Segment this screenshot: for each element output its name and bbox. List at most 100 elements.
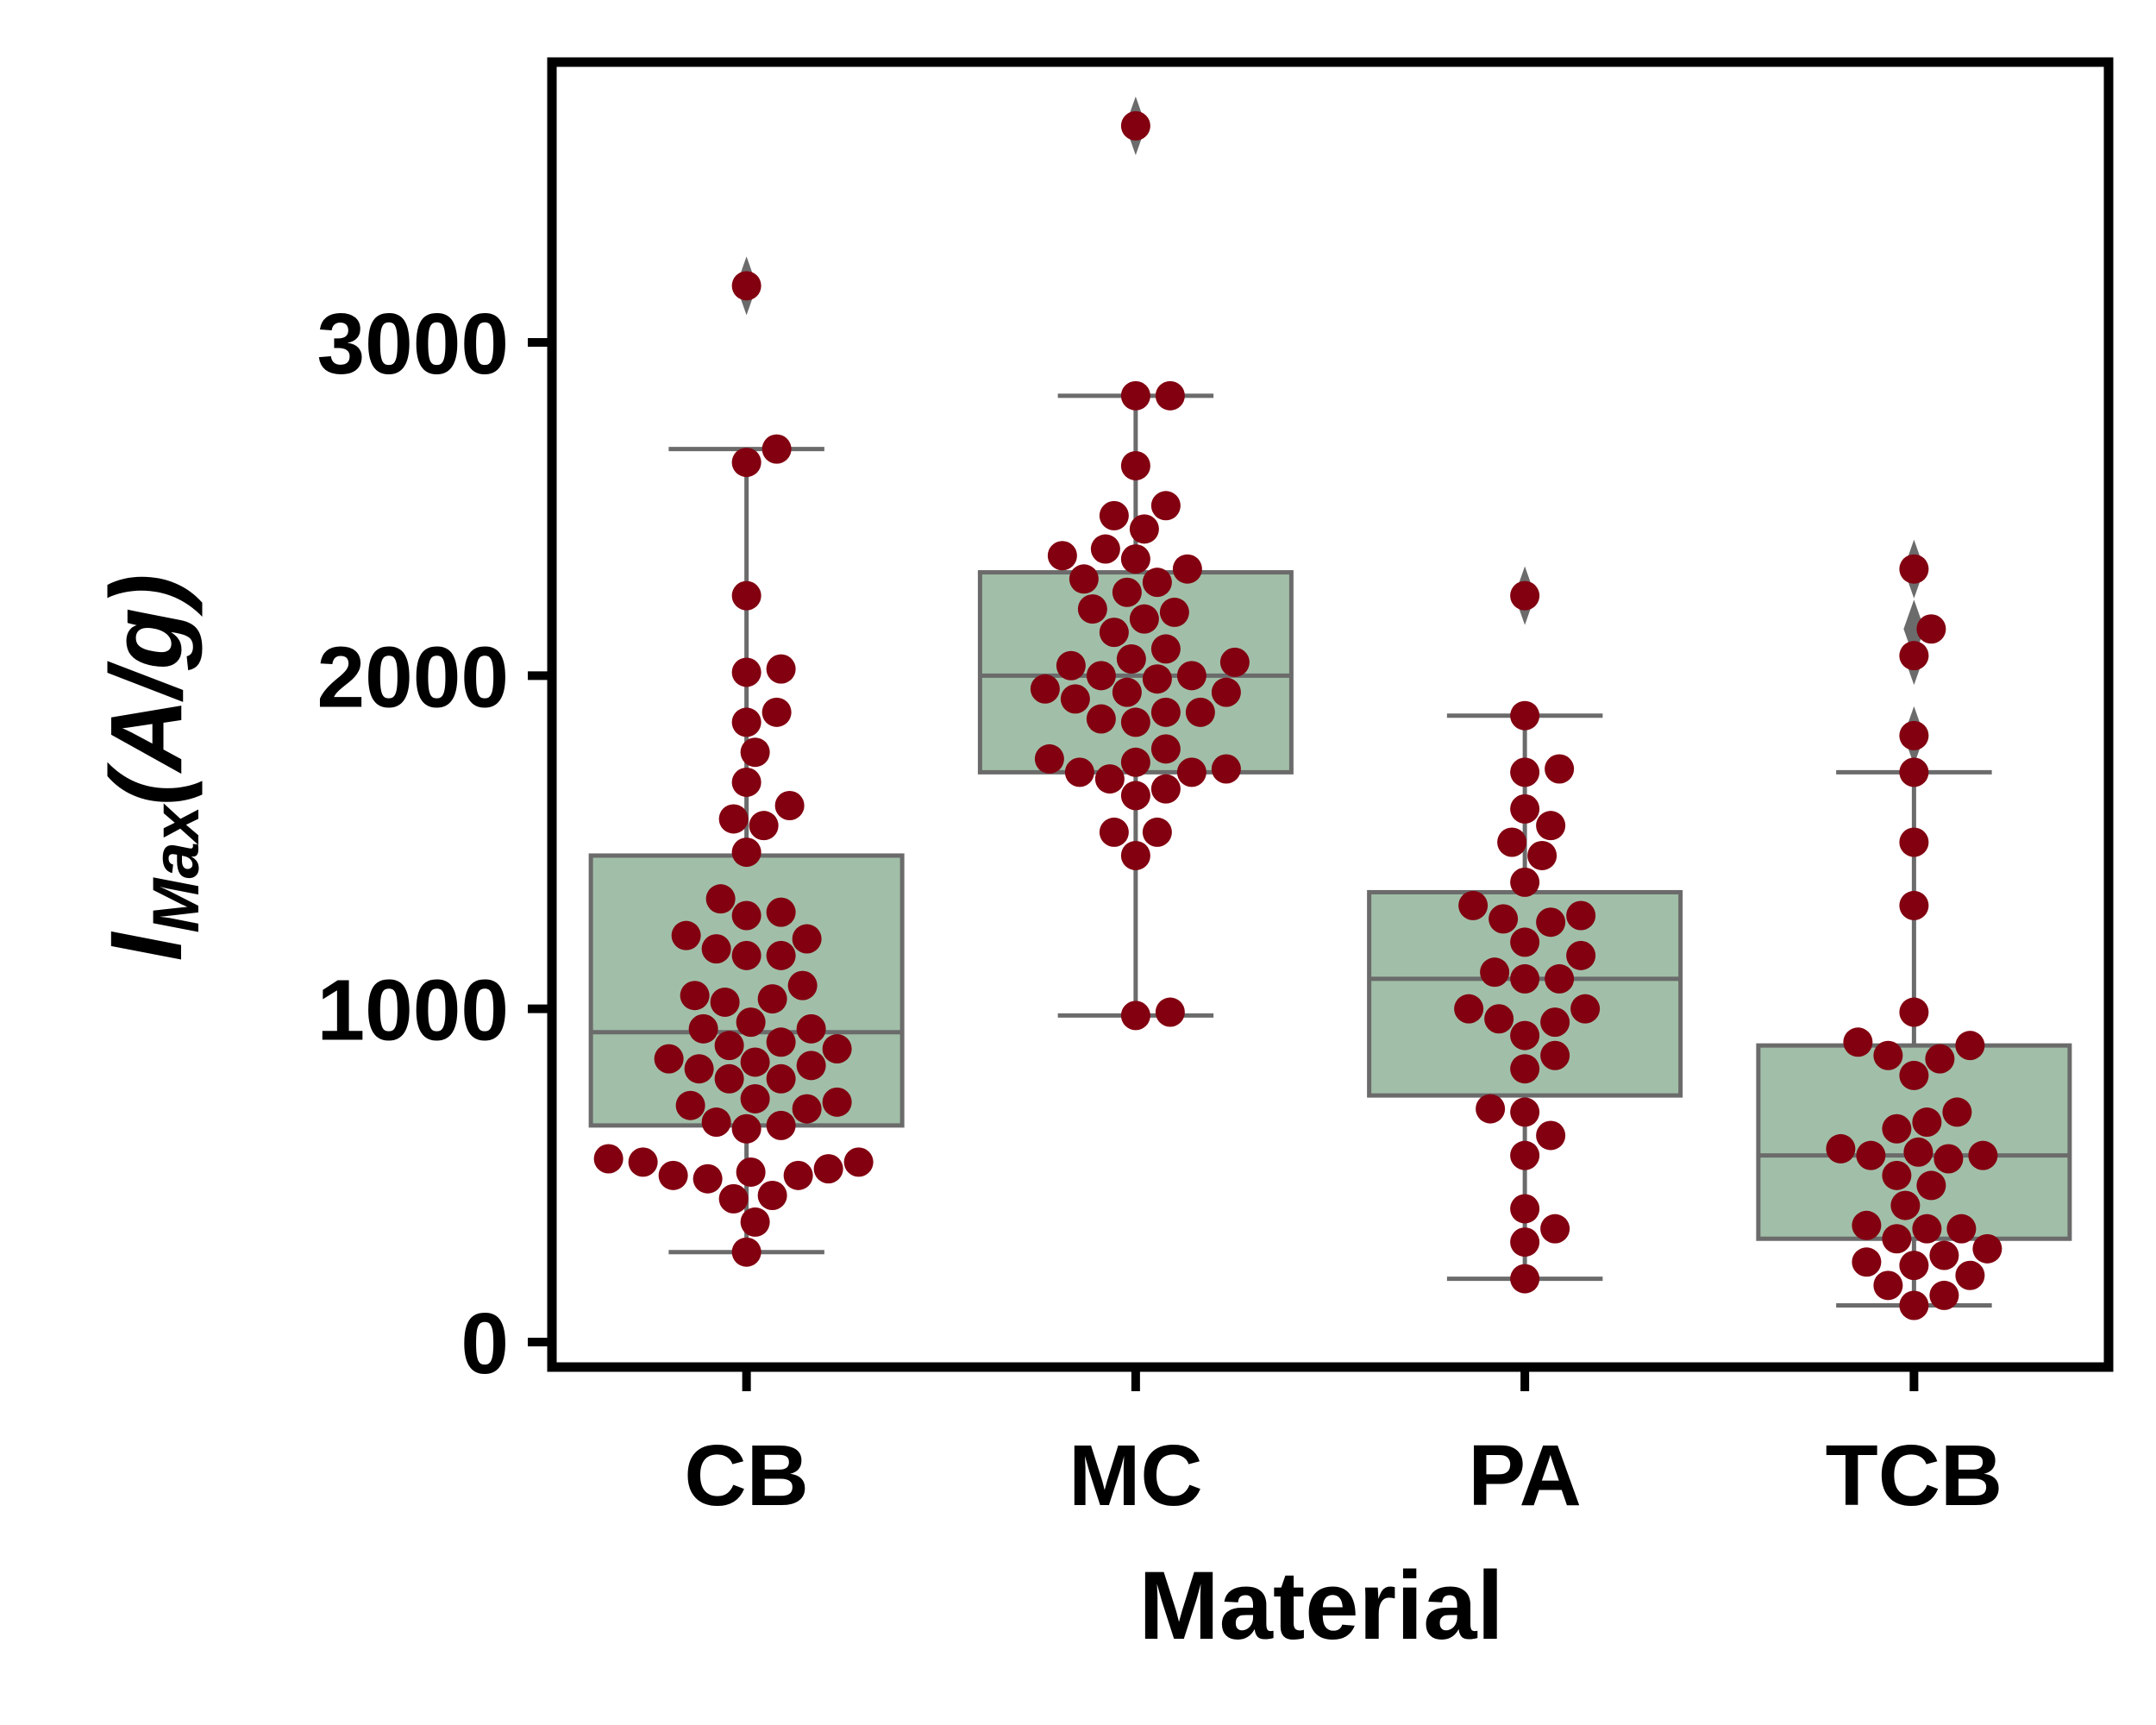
data-point [1120,781,1150,811]
data-point [731,767,761,797]
y-tick-label-3000: 3000 [317,296,509,392]
plot-frame [547,57,2114,1372]
box-pa [1367,889,1683,1098]
data-point [1882,1113,1912,1144]
y-axis-label-sub: Max [140,803,213,933]
data-point [1176,661,1206,691]
data-point [1882,1160,1912,1190]
data-point [796,1051,826,1081]
data-point [1176,757,1206,787]
data-point [675,1090,705,1120]
data-point [1916,1170,1946,1201]
data-point [766,654,796,684]
data-point [718,804,749,834]
data-point [684,1054,714,1084]
data-point [1899,1290,1929,1320]
data-point [1219,647,1250,677]
data-point [1150,774,1181,804]
data-point [1955,1031,1985,1061]
data-point [1047,541,1077,571]
data-point [705,884,736,914]
data-point [688,1013,718,1044]
data-point [761,434,792,464]
data-point [654,1044,684,1074]
data-point [1034,743,1064,774]
data-point [1540,1214,1570,1244]
data-point [1480,957,1510,988]
data-point [1899,554,1929,584]
x-tick-label-mc: MC [1069,1427,1203,1524]
data-point [1142,817,1172,847]
data-point [843,1147,874,1177]
data-point [1086,661,1116,691]
data-point [1120,544,1150,574]
x-axis-label: Material [1138,1552,1503,1659]
data-point [1489,904,1519,934]
data-point [1536,811,1566,841]
data-point [1934,1144,1964,1174]
data-point [766,1063,796,1094]
data-point [714,1063,744,1094]
data-point [1510,580,1540,611]
data-point [1540,1007,1570,1038]
data-point [731,940,761,970]
data-point [1899,641,1929,671]
data-point [1852,1210,1882,1240]
data-point [628,1147,658,1177]
data-point [766,1110,796,1140]
plot-area [588,96,2072,1320]
box-cb [588,853,905,1128]
data-point [1540,1040,1570,1070]
data-point [658,1160,688,1190]
data-point [787,970,818,1000]
data-point [1929,1280,1959,1310]
data-point [1030,674,1060,704]
data-point [1510,1020,1540,1051]
swarm-cb [593,271,874,1267]
data-point [822,1034,852,1064]
data-point [1843,1027,1873,1057]
data-point [1458,890,1489,920]
data-point [1510,867,1540,897]
data-point [1120,840,1150,870]
data-point [1873,1270,1903,1301]
data-point [1112,677,1142,707]
data-point [1116,644,1146,674]
data-point [731,900,761,931]
box-group-cb [588,256,905,1255]
data-point [1852,1247,1882,1277]
data-point [1510,927,1540,957]
data-point [1510,1194,1540,1224]
data-point [731,448,761,478]
data-point [731,271,761,301]
data-point [1566,940,1596,970]
data-point [1946,1214,1977,1244]
data-point [1899,720,1929,750]
data-point [1903,1137,1934,1167]
data-point [718,1183,749,1214]
y-axis-label-unit: (A/g) [90,574,204,806]
data-point [1972,1233,2002,1264]
swarm-pa [1454,580,1601,1294]
data-point [714,1031,744,1061]
data-point [1912,1107,1942,1138]
data-point [1527,840,1557,870]
data-point [1129,604,1159,634]
data-point [792,1094,822,1124]
data-point [1150,491,1181,521]
data-point [671,920,701,950]
box-group-pa [1367,566,1683,1282]
data-point [740,1083,770,1113]
data-point [1120,450,1150,480]
data-point [1899,997,1929,1027]
data-point [1099,817,1129,847]
data-point [1454,994,1484,1024]
data-point [1570,994,1601,1024]
data-point [1112,577,1142,607]
data-point [766,940,796,970]
data-point [740,1207,770,1237]
data-point [822,1087,852,1117]
data-point [736,1007,766,1038]
data-point [1056,650,1086,681]
